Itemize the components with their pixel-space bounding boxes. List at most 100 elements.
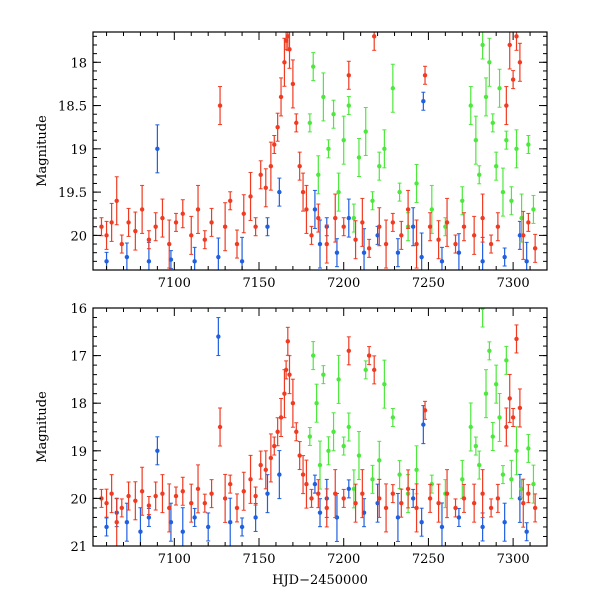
data-point [333, 491, 338, 496]
data-point [133, 498, 138, 503]
data-point [160, 491, 165, 496]
data-point [239, 259, 245, 264]
data-point [283, 367, 289, 373]
data-point [114, 520, 119, 525]
x-tick-label: 7300 [497, 552, 530, 567]
data-point [139, 207, 145, 212]
data-point [444, 491, 450, 496]
data-point [480, 524, 485, 530]
data-point [202, 237, 208, 242]
data-point [439, 259, 445, 264]
data-point [514, 34, 519, 39]
x-tick-label: 7100 [158, 276, 191, 291]
series-blue [104, 91, 529, 270]
data-point [234, 241, 240, 247]
data-point [366, 353, 372, 358]
data-point [216, 254, 221, 260]
data-point [524, 259, 529, 264]
data-point [304, 207, 309, 212]
data-point [316, 491, 321, 496]
data-point [253, 515, 258, 520]
data-point [361, 250, 367, 255]
y-tick-label: 19.5 [58, 186, 87, 201]
data-point [331, 429, 336, 434]
data-point [336, 377, 341, 382]
y-tick-label: 20 [70, 229, 87, 244]
data-point [331, 112, 336, 117]
data-point [490, 434, 495, 439]
y-axis-label: Magnitude [35, 391, 50, 463]
data-point [311, 353, 316, 358]
data-point [263, 467, 268, 473]
series-blue [104, 317, 529, 546]
data-point [370, 198, 375, 203]
data-point [377, 163, 382, 169]
data-point [317, 510, 323, 515]
y-tick-label: 19 [70, 143, 87, 158]
data-point [356, 155, 362, 160]
series-red [99, 324, 538, 546]
data-point [277, 189, 282, 195]
y-axis-label: Magnitude [35, 115, 50, 187]
data-point [395, 515, 401, 520]
data-point [414, 241, 419, 247]
data-point [104, 259, 109, 264]
data-point [509, 477, 514, 482]
data-points [99, 32, 538, 270]
data-point [346, 424, 351, 430]
data-point [353, 500, 358, 506]
data-point [414, 467, 419, 473]
data-point [480, 215, 485, 221]
data-point [104, 524, 109, 530]
y-tick-label: 16 [70, 302, 87, 317]
x-tick-label: 7300 [497, 276, 530, 291]
data-point [216, 334, 221, 339]
data-point [139, 489, 145, 494]
data-point [336, 189, 341, 195]
data-point [263, 185, 268, 190]
data-point [282, 391, 287, 396]
data-point [419, 520, 424, 525]
data-point [372, 34, 377, 39]
data-point [316, 172, 321, 177]
data-point [436, 237, 441, 242]
data-point [504, 358, 509, 363]
data-point [495, 496, 501, 501]
data-point [346, 486, 351, 492]
data-point [314, 401, 319, 406]
data-point [275, 125, 280, 130]
data-point [312, 207, 318, 212]
bottom-panel: 7100 7150 7200 7250 7300 16 17 18 19 20 21 Magnitud… [35, 302, 548, 588]
data-point [297, 163, 302, 169]
data-point [421, 422, 426, 427]
data-point [316, 215, 321, 221]
data-points [99, 308, 538, 546]
data-point [239, 524, 245, 530]
data-point [493, 381, 499, 387]
data-point [377, 496, 382, 501]
data-point [241, 211, 246, 216]
data-point [321, 94, 326, 100]
data-point [421, 99, 426, 104]
data-point [517, 405, 523, 411]
data-point [377, 224, 382, 229]
data-point [360, 220, 365, 225]
x-tick-label: 7150 [242, 276, 275, 291]
data-point [514, 146, 519, 152]
data-point [282, 60, 287, 65]
data-point [500, 189, 506, 195]
data-point [514, 448, 519, 453]
data-point [382, 146, 387, 152]
data-point [146, 515, 152, 520]
data-point [241, 489, 246, 494]
data-point [195, 207, 201, 212]
data-point [265, 224, 270, 229]
data-point [356, 453, 362, 458]
data-point [383, 505, 389, 511]
data-point [248, 194, 253, 199]
data-point [155, 448, 160, 453]
data-point [473, 137, 479, 143]
y-tick-label: 18.5 [58, 100, 87, 115]
data-point [209, 220, 214, 225]
data-point [500, 472, 506, 477]
